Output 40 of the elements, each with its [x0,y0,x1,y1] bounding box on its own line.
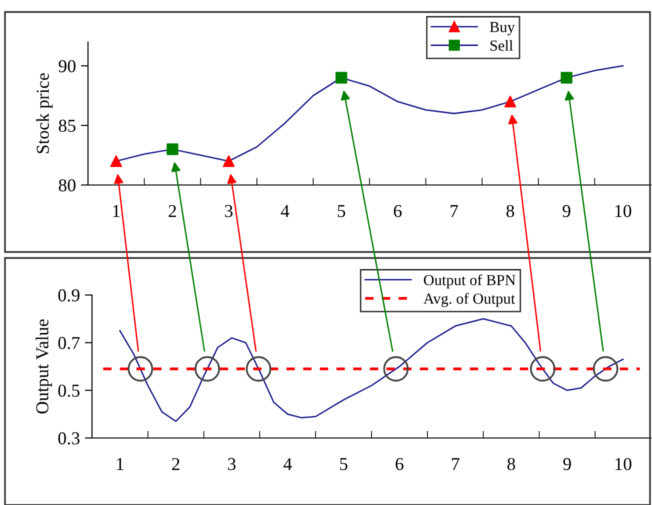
x-tick-label: 4 [283,458,292,470]
x-tick-label: 6 [394,205,402,218]
y-tick-label: 0.9 [58,289,80,302]
legend-label: Output of BPN [424,274,516,288]
x-tick-label: 2 [168,205,176,217]
point [110,155,122,168]
x-tick-label: 3 [228,458,236,470]
y-tick-label: 85 [58,120,76,132]
x-tick-label: 6 [396,458,404,470]
point [504,96,516,108]
point [222,155,235,168]
x-tick-label: 9 [563,458,571,470]
y-tick-label: 80 [58,179,76,192]
legend-label: Avg. of Output [423,292,515,307]
x-tick-label: 1 [113,205,120,217]
x-tick-label: 10 [616,458,632,470]
point [336,72,348,84]
legend-label: Sell [490,40,513,51]
x-tick-label: 4 [280,205,290,217]
legend-label: Buy [490,22,515,36]
x-tick-label: 9 [562,205,570,218]
x-tick-label: 1 [117,458,124,470]
point [166,143,178,156]
x-tick-label: 7 [450,205,458,217]
x-tick-label: 3 [225,205,233,218]
x-tick-label: 7 [452,458,460,470]
x-tick-label: 5 [338,205,346,218]
y-tick-label: 0.3 [58,432,80,445]
point [560,72,572,84]
y-axis-title: Output Value [36,319,52,414]
x-tick-label: 8 [507,458,516,470]
y-tick-label: 0.7 [58,336,80,350]
y-tick-label: 90 [58,60,76,72]
line-series [119,318,624,422]
x-tick-label: 2 [172,458,180,470]
y-tick-label: 0.5 [58,384,80,397]
x-tick-label: 10 [615,204,632,218]
y-axis-title: Stock price [36,73,53,154]
x-tick-label: 8 [506,204,514,218]
x-tick-label: 5 [340,458,348,470]
